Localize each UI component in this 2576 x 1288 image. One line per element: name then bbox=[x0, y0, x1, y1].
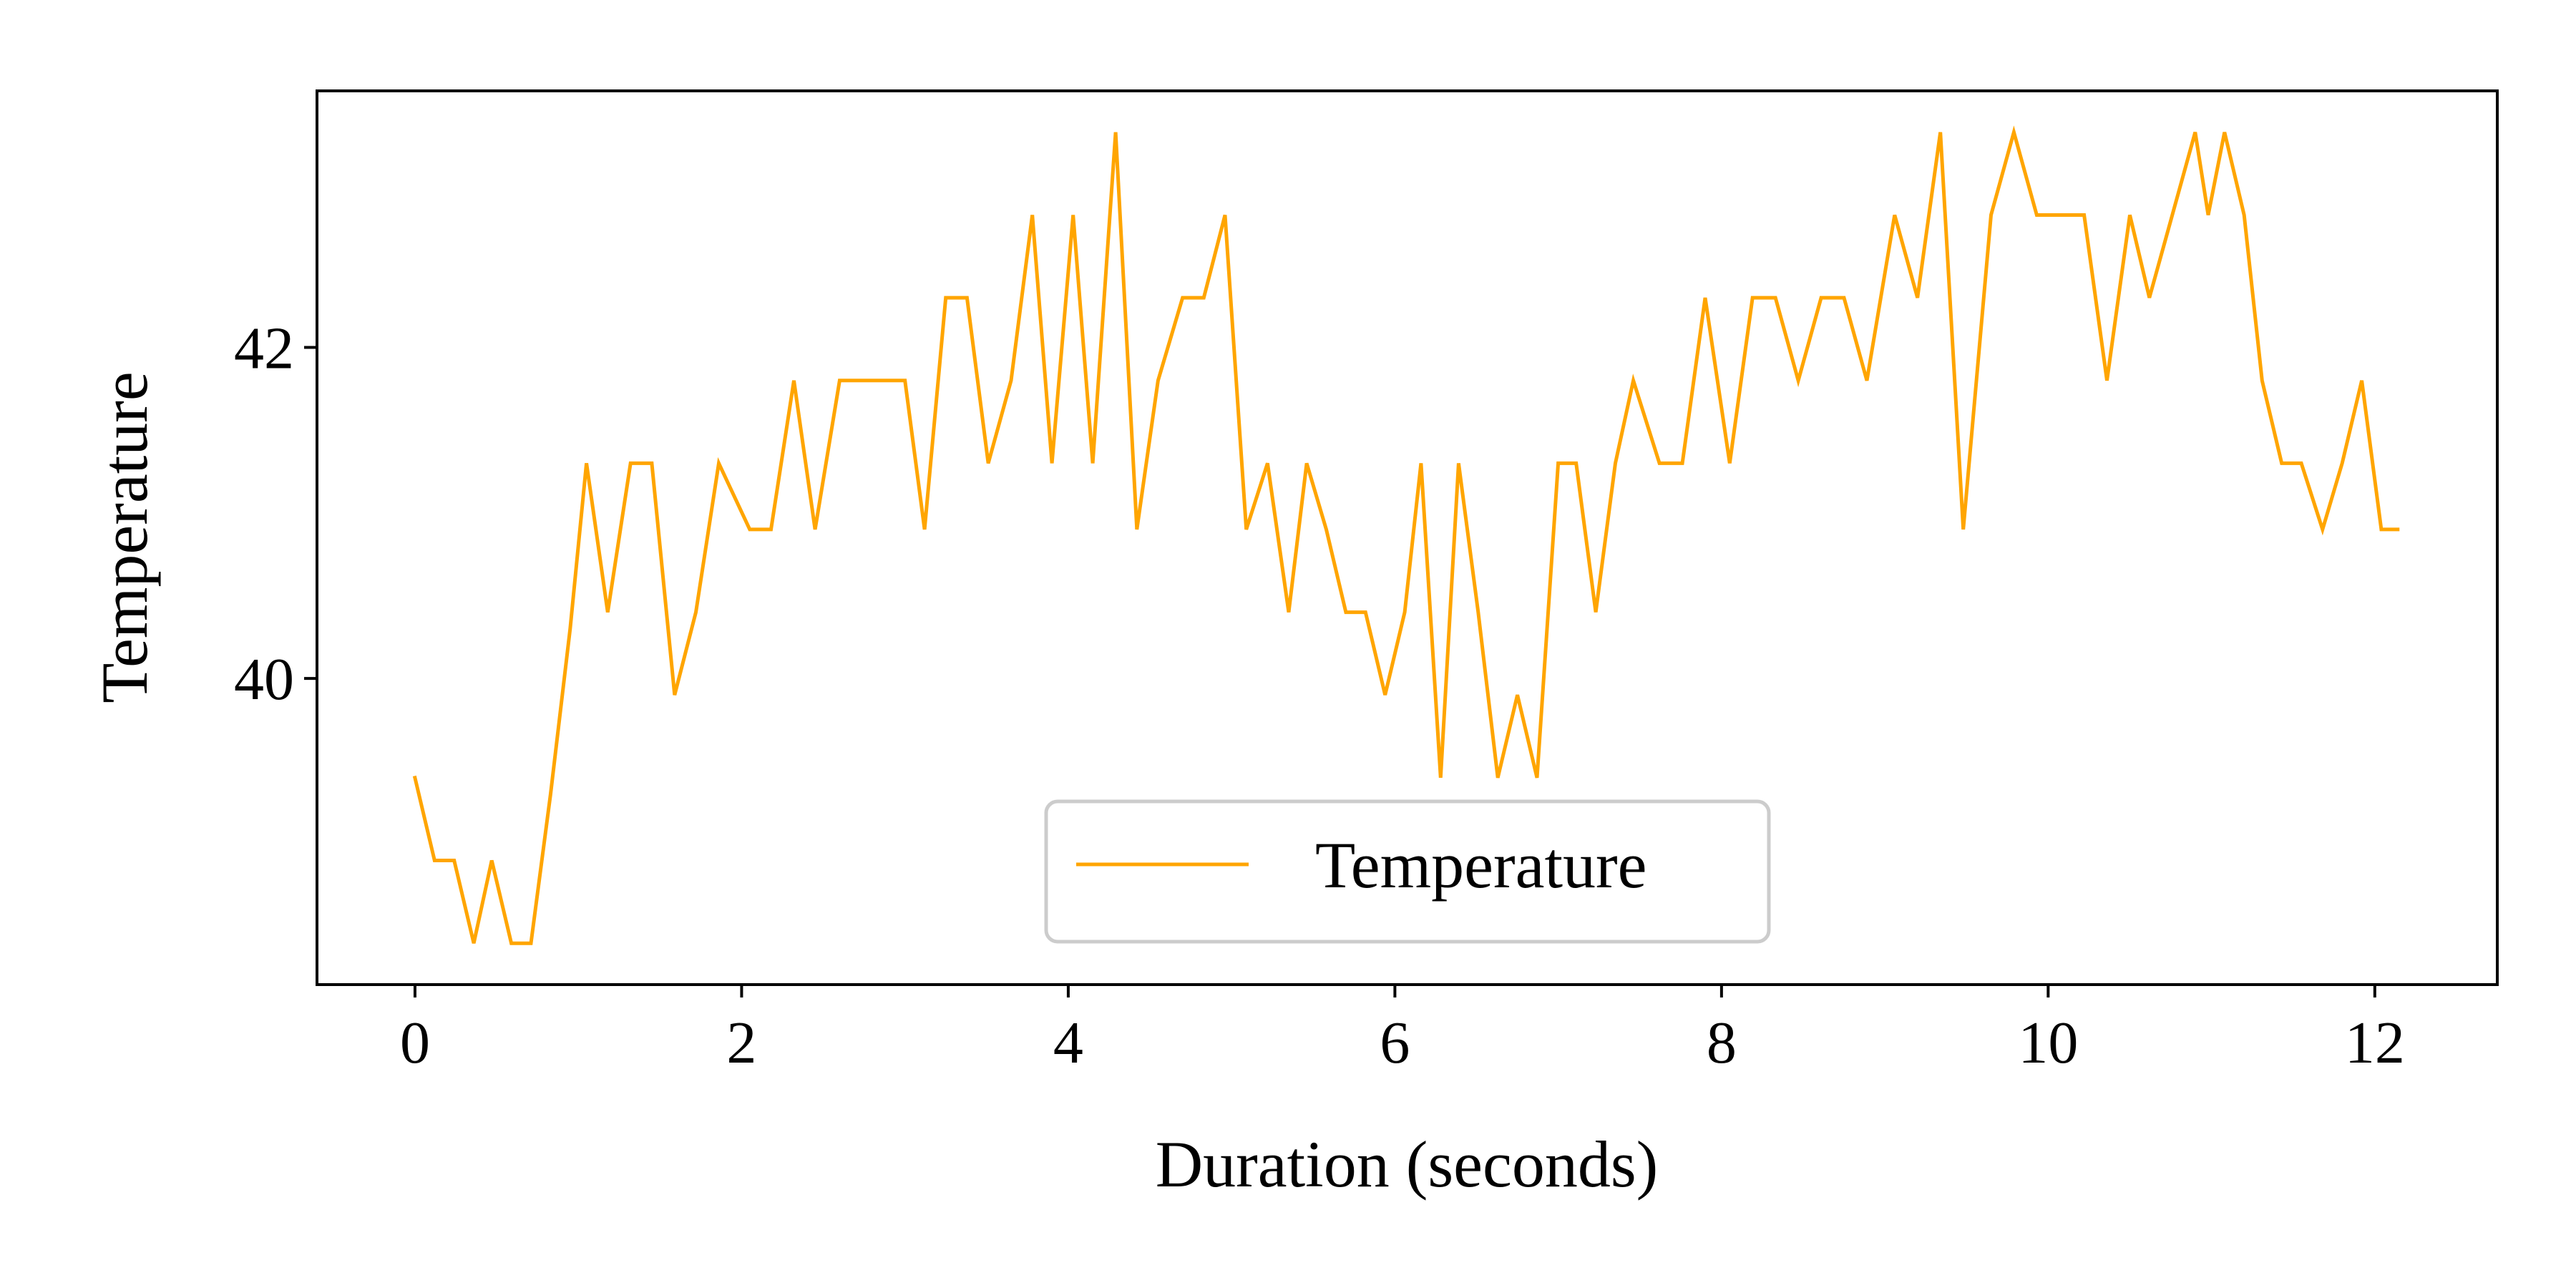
x-axis-title: Duration (seconds) bbox=[1156, 1128, 1659, 1201]
y-axis-title: Temperature bbox=[88, 371, 161, 703]
y-tick-label: 40 bbox=[234, 646, 294, 713]
x-tick-label: 10 bbox=[2018, 1010, 2078, 1076]
y-tick-label: 42 bbox=[234, 316, 294, 382]
x-tick-label: 8 bbox=[1707, 1010, 1737, 1076]
x-tick-label: 12 bbox=[2345, 1010, 2405, 1076]
x-tick-label: 2 bbox=[726, 1010, 756, 1076]
plot-frame bbox=[316, 89, 2499, 986]
x-tick-label: 0 bbox=[400, 1010, 430, 1076]
x-tick-label: 4 bbox=[1053, 1010, 1083, 1076]
data-layer bbox=[412, 125, 2400, 945]
x-tick-label: 6 bbox=[1380, 1010, 1410, 1076]
series-line-temperature bbox=[412, 125, 2400, 945]
legend-label-temperature: Temperature bbox=[1315, 829, 1647, 902]
ticks-layer: 0 2 4 6 8 10 12 40 42 bbox=[234, 316, 2405, 1076]
legend: Temperature bbox=[1044, 799, 1771, 944]
legend-box bbox=[1044, 799, 1771, 944]
